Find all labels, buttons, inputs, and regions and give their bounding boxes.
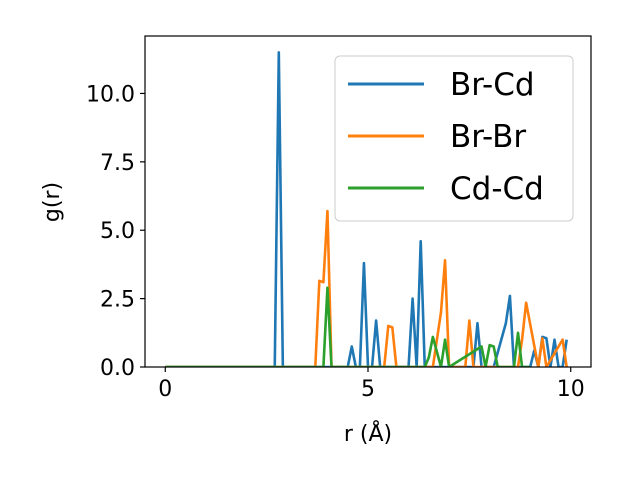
- x-axis-label: r (Å): [344, 420, 392, 447]
- y-tick-label: 5.0: [100, 219, 135, 244]
- y-tick-label: 2.5: [100, 288, 135, 313]
- legend-label: Cd-Cd: [450, 171, 544, 207]
- series-line-br-cd: [165, 51, 568, 367]
- series-layer: [165, 51, 568, 367]
- legend-box: [334, 55, 574, 222]
- y-axis: 0.0 2.5 5.0 7.5 10.0: [86, 82, 145, 381]
- y-tick-label: 10.0: [86, 82, 135, 107]
- y-tick-label: 0.0: [100, 356, 135, 381]
- legend-label: Br-Cd: [450, 67, 535, 103]
- series-line-br-br: [165, 209, 568, 367]
- x-tick-label: 10: [557, 377, 585, 402]
- x-tick-label: 5: [361, 377, 375, 402]
- x-tick-label: 0: [158, 377, 172, 402]
- legend: Br-Cd Br-Br Cd-Cd: [334, 55, 574, 222]
- y-axis-label: g(r): [40, 182, 65, 222]
- y-tick-label: 7.5: [100, 151, 135, 176]
- x-axis: 0 5 10: [158, 367, 585, 402]
- legend-label: Br-Br: [450, 119, 526, 155]
